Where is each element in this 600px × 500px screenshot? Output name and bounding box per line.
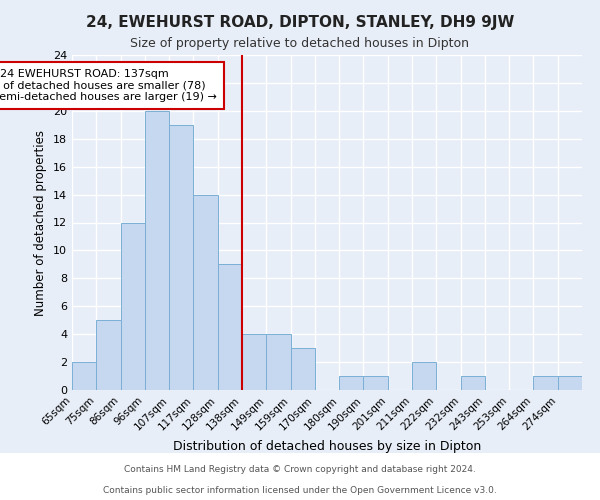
Text: Contains HM Land Registry data © Crown copyright and database right 2024.: Contains HM Land Registry data © Crown c… xyxy=(124,464,476,473)
Bar xyxy=(339,376,364,390)
Text: Size of property relative to detached houses in Dipton: Size of property relative to detached ho… xyxy=(131,38,470,51)
Bar xyxy=(145,111,169,390)
X-axis label: Distribution of detached houses by size in Dipton: Distribution of detached houses by size … xyxy=(173,440,481,453)
Bar xyxy=(193,194,218,390)
Text: 24 EWEHURST ROAD: 137sqm
← 80% of detached houses are smaller (78)
19% of semi-d: 24 EWEHURST ROAD: 137sqm ← 80% of detach… xyxy=(0,69,217,102)
Bar xyxy=(169,125,193,390)
Bar xyxy=(266,334,290,390)
Bar xyxy=(96,320,121,390)
Bar xyxy=(364,376,388,390)
Text: 24, EWEHURST ROAD, DIPTON, STANLEY, DH9 9JW: 24, EWEHURST ROAD, DIPTON, STANLEY, DH9 … xyxy=(86,15,514,30)
Bar xyxy=(121,222,145,390)
Bar xyxy=(72,362,96,390)
Bar xyxy=(533,376,558,390)
Bar xyxy=(218,264,242,390)
Bar xyxy=(461,376,485,390)
Bar xyxy=(290,348,315,390)
Bar xyxy=(558,376,582,390)
Text: Contains public sector information licensed under the Open Government Licence v3: Contains public sector information licen… xyxy=(103,486,497,495)
Y-axis label: Number of detached properties: Number of detached properties xyxy=(34,130,47,316)
Bar xyxy=(242,334,266,390)
Bar xyxy=(412,362,436,390)
